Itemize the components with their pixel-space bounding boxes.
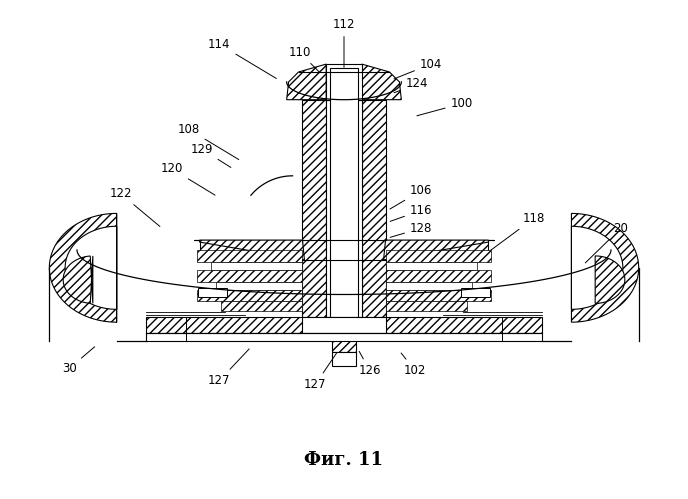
Text: 102: 102	[401, 353, 427, 377]
Polygon shape	[65, 226, 116, 309]
Text: 126: 126	[358, 351, 381, 377]
Text: 127: 127	[208, 349, 249, 387]
Text: 106: 106	[390, 184, 432, 209]
Polygon shape	[303, 317, 385, 333]
Polygon shape	[197, 270, 303, 281]
Text: 116: 116	[390, 204, 432, 222]
Polygon shape	[330, 68, 358, 336]
Text: 20: 20	[585, 222, 628, 263]
Polygon shape	[332, 352, 356, 366]
Polygon shape	[572, 214, 638, 322]
Polygon shape	[572, 226, 623, 309]
Polygon shape	[362, 100, 385, 334]
Polygon shape	[287, 64, 326, 100]
Polygon shape	[211, 262, 303, 270]
Text: 108: 108	[178, 123, 239, 160]
Text: 129: 129	[191, 143, 231, 168]
Polygon shape	[200, 240, 305, 260]
Text: 122: 122	[109, 187, 160, 227]
Text: 127: 127	[304, 353, 336, 391]
Polygon shape	[197, 289, 303, 301]
Polygon shape	[217, 281, 303, 289]
Text: 120: 120	[161, 162, 215, 195]
Polygon shape	[147, 317, 541, 333]
Text: Фиг. 11: Фиг. 11	[305, 451, 383, 469]
Polygon shape	[50, 214, 116, 322]
Polygon shape	[385, 270, 491, 281]
Text: 30: 30	[62, 347, 95, 375]
Text: 118: 118	[491, 212, 545, 250]
Polygon shape	[326, 100, 362, 334]
Polygon shape	[385, 250, 491, 262]
Text: 104: 104	[394, 57, 442, 79]
Text: 110: 110	[288, 46, 319, 72]
Polygon shape	[222, 301, 303, 311]
Polygon shape	[147, 333, 541, 341]
Polygon shape	[383, 240, 488, 260]
Polygon shape	[326, 64, 362, 100]
Polygon shape	[385, 281, 471, 289]
Polygon shape	[362, 64, 401, 100]
Polygon shape	[595, 256, 625, 303]
Text: 128: 128	[390, 222, 432, 238]
Polygon shape	[63, 256, 93, 303]
Polygon shape	[194, 240, 303, 260]
Polygon shape	[385, 289, 491, 301]
Text: 100: 100	[417, 97, 473, 116]
Polygon shape	[197, 250, 303, 262]
Polygon shape	[197, 287, 227, 297]
Polygon shape	[385, 240, 494, 260]
Text: 112: 112	[333, 18, 355, 67]
Text: 124: 124	[394, 77, 429, 93]
Polygon shape	[385, 262, 477, 270]
Polygon shape	[461, 287, 491, 297]
Text: 114: 114	[208, 38, 277, 78]
Polygon shape	[332, 334, 356, 352]
Polygon shape	[385, 301, 466, 311]
Polygon shape	[303, 100, 326, 334]
